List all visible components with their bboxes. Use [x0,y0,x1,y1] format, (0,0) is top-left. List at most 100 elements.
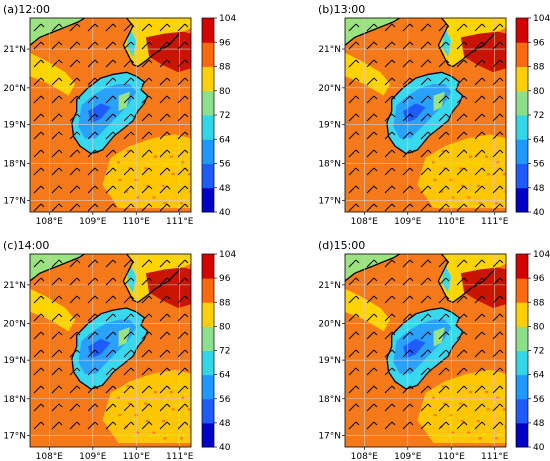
wind-barb [177,385,189,394]
wind-barb [492,95,504,104]
wind-barb [366,295,378,304]
wind-barb [105,259,117,268]
wind-barb [177,403,189,412]
colorbar: 104 96 88 80 72 64 56 48 40 [515,250,550,453]
wind-barb [456,23,468,32]
wind-barb [348,295,360,304]
wind-barb [141,331,153,340]
wind-barb [402,349,414,358]
colorbar-segment [516,350,528,376]
wind-barb [420,167,432,176]
colorbar-tick-label: 88 [219,63,231,73]
wind-barb [33,331,45,340]
wind-barb [438,295,450,304]
wind-barb [87,95,99,104]
wind-barb [366,167,378,176]
wind-barb [420,59,432,68]
wind-barb [366,203,378,212]
wind-barb [177,421,189,430]
x-tick-label: 109°E [79,452,107,461]
wind-barb [51,277,63,286]
wind-barb [33,421,45,430]
wind-barb [384,131,396,140]
wind-barb [141,77,153,86]
x-tick-label: 110°E [123,217,151,227]
wind-barb [438,259,450,268]
wind-barb [402,367,414,376]
wind-barb [105,403,117,412]
wind-barb [474,23,486,32]
wind-barb [177,113,189,122]
wind-barb [105,95,117,104]
wind-barb [177,259,189,268]
wind-barb [159,167,171,176]
wind-barb [87,385,99,394]
wind-barb [33,367,45,376]
wind-barb [456,41,468,50]
wind-barb [69,313,81,322]
wind-barb [105,77,117,86]
wind-barb [141,421,153,430]
wind-barb [348,149,360,158]
wind-barb [438,113,450,122]
wind-barb [366,77,378,86]
colorbar-tick-label: 96 [219,38,231,48]
y-tick-label: 17°N [318,431,341,441]
x-tick-label: 108°E [351,452,379,461]
colorbar-tick-label: 48 [533,184,545,194]
wind-barb [438,367,450,376]
wind-barb [492,203,504,212]
wind-barb [123,349,135,358]
wind-barb [123,331,135,340]
wind-barb [33,113,45,122]
wind-barb [474,349,486,358]
colorbar-segment [202,66,214,92]
wind-barb [105,113,117,122]
colorbar-segment [516,254,528,279]
colorbar-segment [516,66,528,92]
wind-barb [51,131,63,140]
y-tick-label: 18°N [318,160,341,170]
wind-barb [384,203,396,212]
map-frame [29,253,192,448]
x-tick-label: 108°E [351,217,379,227]
wind-barb [87,277,99,286]
colorbar-tick-label: 40 [533,208,545,218]
wind-barb [366,59,378,68]
wind-barb [105,421,117,430]
wind-barb [105,331,117,340]
wind-barb [438,277,450,286]
wind-barb [159,421,171,430]
wind-barb [474,95,486,104]
wind-barb [87,149,99,158]
wind-barb [105,295,117,304]
wind-barb [159,41,171,50]
wind-barb [492,23,504,32]
wind-barb [348,59,360,68]
wind-barb [141,385,153,394]
wind-barb [105,385,117,394]
wind-barb [33,23,45,32]
wind-barb [348,403,360,412]
wind-barb [438,131,450,140]
colorbar-tick-label: 96 [533,274,545,284]
wind-barb [438,167,450,176]
wind-barb [159,149,171,158]
wind-barb [366,23,378,32]
wind-barb [348,113,360,122]
wind-barb [105,41,117,50]
wind-barb [420,349,432,358]
wind-barb [51,23,63,32]
colorbar-segment [516,163,528,189]
wind-barb [51,41,63,50]
colorbar-tick-label: 40 [219,208,231,218]
wind-barb [384,403,396,412]
colorbar-segment [516,187,528,213]
wind-barb [33,259,45,268]
colorbar-tick-label: 64 [533,371,545,381]
wind-barb [177,277,189,286]
wind-barb [69,41,81,50]
wind-barb [420,77,432,86]
wind-barb [87,23,99,32]
wind-barb [384,59,396,68]
